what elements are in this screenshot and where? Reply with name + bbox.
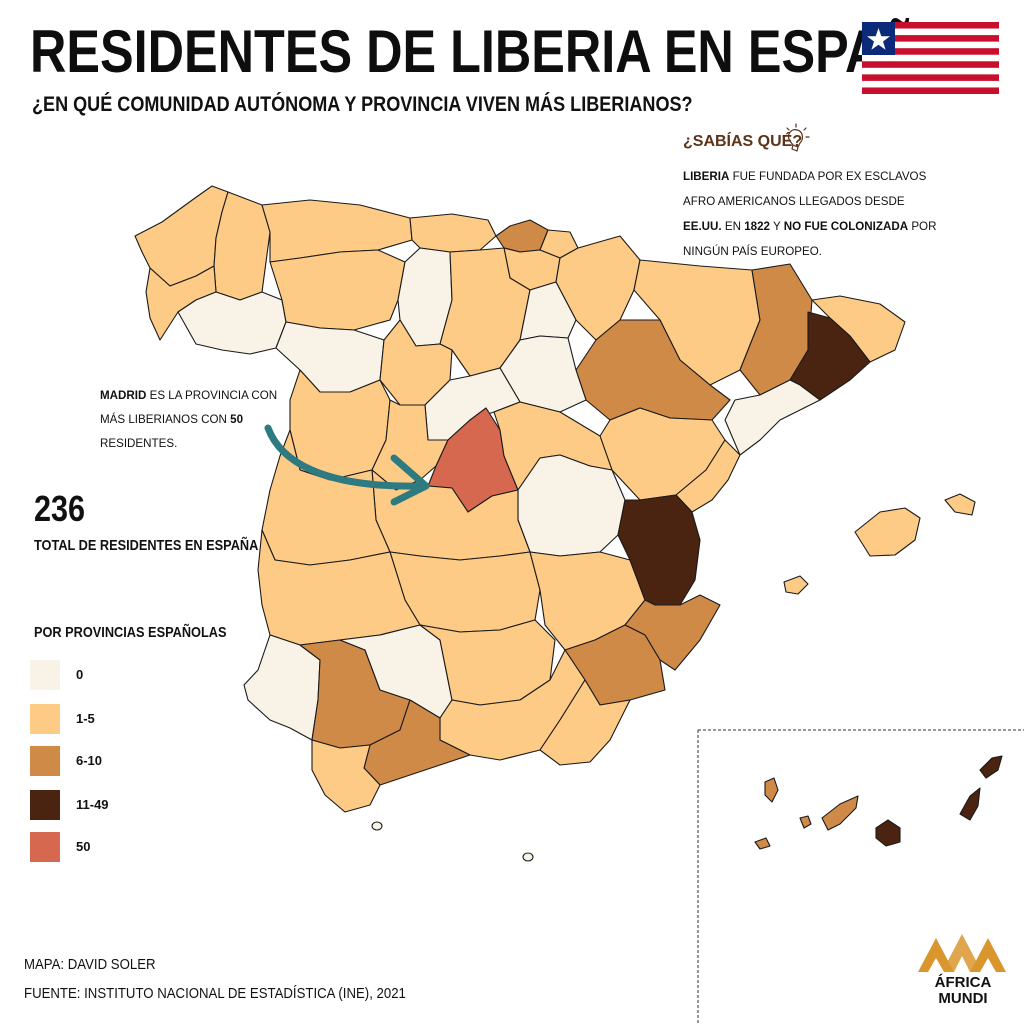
legend-item-0: 0	[30, 660, 230, 690]
island-tenerife[interactable]	[821, 795, 859, 831]
flag-stripe	[862, 48, 999, 55]
page-title: RESIDENTES DE LIBERIA EN ESPAÑA	[30, 18, 955, 85]
map-credit: MAPA: DAVID SOLER	[24, 956, 156, 973]
total-residents: 236	[34, 488, 86, 529]
fact-text-3: y	[770, 220, 784, 233]
madrid-annotation: MADRID es la provincia con más liberiano…	[100, 384, 300, 456]
flag-stripe	[862, 35, 999, 42]
island-la-palma[interactable]	[764, 777, 779, 803]
legend-swatch	[30, 832, 60, 862]
legend-item-50: 50	[30, 832, 230, 862]
province-ourense[interactable]	[177, 291, 287, 355]
fact-text-1: fue fundada por ex esclavos afro america…	[683, 170, 927, 208]
province-barcelona[interactable]	[789, 311, 871, 401]
legend-swatch	[30, 704, 60, 734]
fact-bold-eeuu: EE.UU.	[683, 220, 722, 233]
province-menorca[interactable]	[944, 493, 976, 516]
total-residents-label: TOTAL DE RESIDENTES EN ESPAÑA	[34, 537, 259, 554]
legend-swatch	[30, 746, 60, 776]
logo-line-2: MUNDI	[938, 990, 988, 1007]
legend-label: 50	[76, 839, 91, 854]
fact-bold-liberia: LIBERIA	[683, 170, 730, 183]
province-almeria[interactable]	[539, 679, 631, 766]
province-bizkaia[interactable]	[495, 219, 549, 253]
flag-stripe	[862, 87, 999, 94]
province-leon[interactable]	[269, 249, 406, 331]
province-zamora[interactable]	[275, 321, 385, 393]
island-el-hierro[interactable]	[754, 837, 771, 850]
fact-bold-year: 1822	[744, 220, 771, 233]
madrid-bold: MADRID	[100, 389, 147, 402]
legend-label: 0	[76, 667, 84, 682]
logo-line-1: ÁFRICA	[934, 974, 992, 991]
legend-item-1-5: 1-5	[30, 704, 230, 734]
province-tarragona[interactable]	[724, 379, 821, 456]
source-credit: FUENTE: INSTITUTO NACIONAL DE ESTADÍSTIC…	[24, 985, 406, 1002]
province-melilla[interactable]	[522, 852, 534, 862]
legend-swatch	[30, 660, 60, 690]
province-cuenca[interactable]	[517, 454, 626, 557]
legend-swatch	[30, 790, 60, 820]
fact-text-2: en	[721, 220, 745, 233]
legend-title: POR PROVINCIAS ESPAÑOLAS	[34, 624, 227, 641]
madrid-bold-count: 50	[230, 413, 244, 426]
province-huesca[interactable]	[633, 259, 761, 386]
page-subtitle: ¿EN QUÉ COMUNIDAD AUTÓNOMA Y PROVINCIA V…	[32, 93, 693, 116]
fact-bold-colonized: NO FUE COLONIZADA	[783, 220, 909, 233]
madrid-text-1: es la provincia con más liberianos con	[100, 389, 278, 426]
flag-stripe	[862, 74, 999, 81]
island-fuerteventura[interactable]	[959, 787, 981, 821]
province-cantabria[interactable]	[409, 213, 497, 253]
logo-text: ÁFRICA MUNDI	[918, 975, 1008, 1007]
legend-label: 6-10	[76, 753, 103, 768]
legend-item-11-49: 11-49	[30, 790, 230, 820]
africa-mundi-logo-icon	[918, 934, 1006, 972]
fact-body: LIBERIA fue fundada por ex esclavos afro…	[683, 164, 945, 264]
legend-label: 1-5	[76, 711, 95, 726]
province-cadiz[interactable]	[311, 739, 381, 813]
canarias-inset-frame	[697, 729, 1024, 1024]
island-lanzarote[interactable]	[979, 755, 1003, 779]
fact-title: ¿SABÍAS QUÉ?	[683, 133, 803, 150]
legend-label: 11-49	[76, 797, 109, 812]
lightbulb-icon	[782, 123, 810, 152]
island-la-gomera[interactable]	[799, 815, 812, 829]
province-shapes	[134, 185, 1024, 1024]
province-valladolid[interactable]	[379, 319, 453, 406]
flag-stripe	[862, 61, 999, 68]
madrid-text-2: residentes.	[100, 437, 178, 450]
madrid-arrow	[264, 424, 430, 506]
province-mallorca[interactable]	[854, 507, 921, 557]
province-ibiza[interactable]	[783, 575, 809, 595]
legend-item-6-10: 6-10	[30, 746, 230, 776]
province-ceuta[interactable]	[371, 821, 383, 831]
island-gran-canaria[interactable]	[875, 819, 901, 847]
fact-text-4: por ningún país europeo.	[683, 220, 937, 258]
flag-stripe	[862, 22, 999, 29]
liberia-flag-icon	[862, 22, 999, 94]
province-valencia[interactable]	[617, 494, 701, 606]
